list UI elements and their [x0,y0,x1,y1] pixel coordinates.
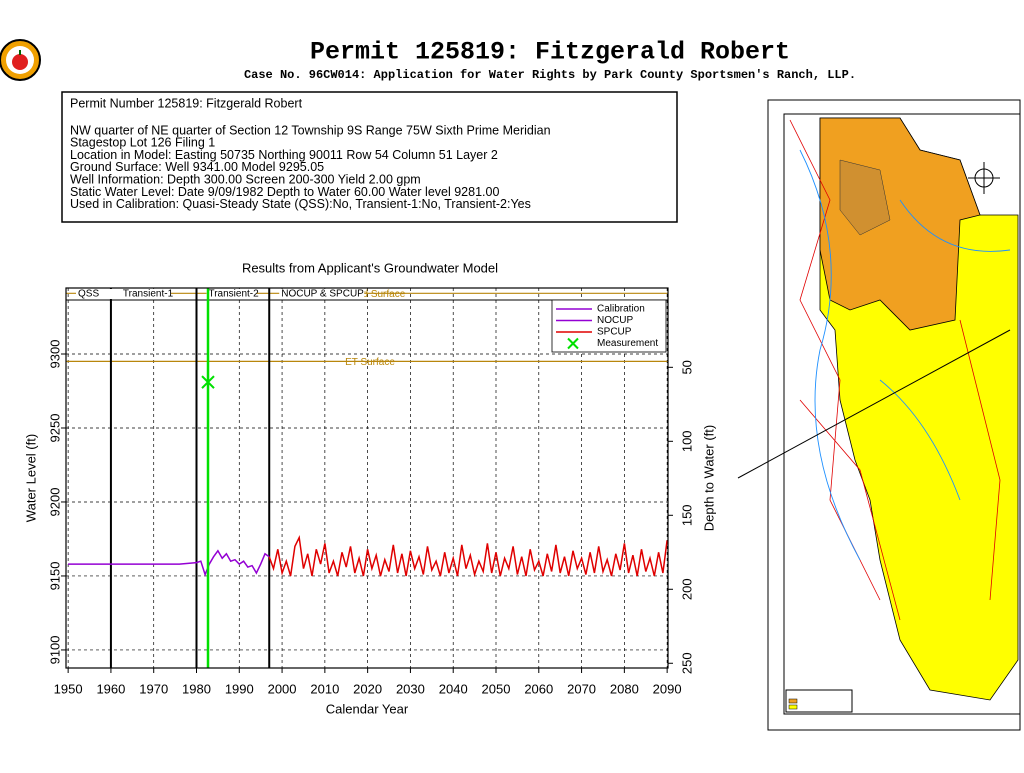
chart: Results from Applicant's Groundwater Mod… [23,260,716,716]
info-line: Well Information: Depth 300.00 Screen 20… [70,172,421,186]
measurement-point [201,375,215,390]
x-tick-label: 1990 [225,681,254,696]
y-tick-label: 9300 [47,340,62,369]
x-tick-label: 1950 [54,681,83,696]
y2-tick-label: 250 [679,652,694,674]
info-line: Static Water Level: Date 9/09/1982 Depth… [70,185,499,199]
info-line: Used in Calibration: Quasi-Steady State … [70,197,531,211]
legend-label: SPCUP [597,327,632,338]
map [737,99,1021,731]
x-tick-label: 2000 [268,681,297,696]
period-label-bg [206,289,257,299]
chart-title: Results from Applicant's Groundwater Mod… [242,260,498,275]
y-tick-label: 9200 [47,488,62,517]
y2-tick-label: 150 [679,504,694,526]
period-label: Transient-2 [208,289,259,300]
x-tick-label: 2080 [610,681,639,696]
legend-label: Measurement [597,338,658,349]
period-label-bg [279,289,365,299]
y-tick-label: 9150 [47,561,62,590]
x-tick-label: 2070 [567,681,596,696]
info-line: Permit Number 125819: Fitzgerald Robert [70,96,303,110]
info-box [61,91,678,223]
series-line [268,534,668,578]
info-line: NW quarter of NE quarter of Section 12 T… [70,123,551,137]
period-label: Transient-1 [123,289,174,300]
legend-marker [567,337,579,350]
info-line: Location in Model: Easting 50735 Northin… [70,148,498,162]
x-tick-label: 2040 [439,681,468,696]
page-title: Permit 125819: Fitzgerald Robert [310,38,790,67]
y2-tick-label: 50 [679,360,694,374]
x-tick-label: 2020 [353,681,382,696]
x-tick-label: 1980 [182,681,211,696]
x-tick-label: 2050 [482,681,511,696]
x-tick-label: 2060 [524,681,553,696]
page-subtitle: Case No. 96CW014: Application for Water … [244,68,856,82]
reference-label: Ground Surface [335,289,406,300]
period-label: QSS [78,289,99,300]
info-line: Stagestop Lot 126 Filing 1 [70,136,215,150]
x-tick-label: 2030 [396,681,425,696]
x-tick-label: 1960 [96,681,125,696]
period-label-bg [76,289,126,299]
period-label-bg [120,289,171,299]
reference-label: ET Surface [345,357,395,368]
y-tick-label: 9100 [47,635,62,664]
series-line [68,549,270,577]
y2-tick-label: 200 [679,578,694,600]
x-tick-label: 2090 [653,681,682,696]
y2-tick-label: 100 [679,430,694,452]
logo [0,39,41,81]
legend-label: Calibration [597,304,645,315]
plot-frame [65,287,669,669]
x-tick-label: 1970 [139,681,168,696]
y2-axis-label: Depth to Water (ft) [701,425,716,531]
period-label: NOCUP & SPCUP [281,289,364,300]
x-axis-label: Calendar Year [326,701,409,716]
y-axis-label: Water Level (ft) [23,434,38,522]
info-line: Ground Surface: Well 9341.00 Model 9295.… [70,160,324,174]
legend-label: NOCUP [597,315,633,326]
x-tick-label: 2010 [310,681,339,696]
y-tick-label: 9250 [47,414,62,443]
info-lines: Permit Number 125819: Fitzgerald Robert N… [70,96,551,211]
